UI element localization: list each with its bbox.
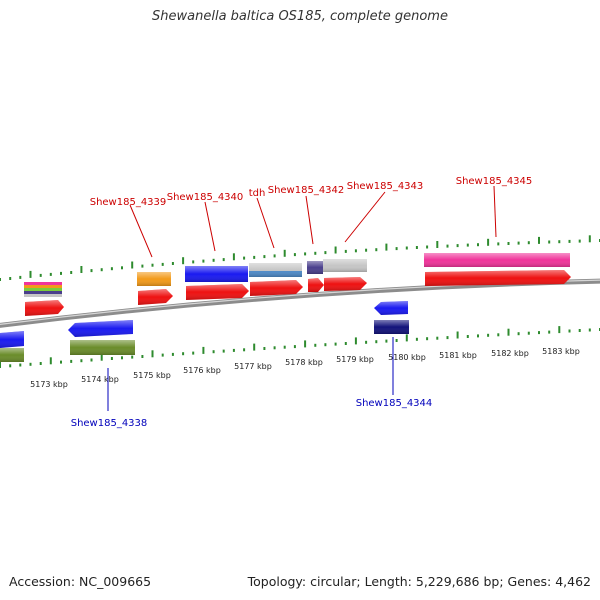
- kbp-label: 5178 kbp: [285, 358, 323, 367]
- leader-shew185-4339: [129, 204, 153, 258]
- forward-gene-track: [24, 253, 571, 316]
- gene-labels: Shew185_4339 Shew185_4340 tdh Shew185_43…: [71, 176, 533, 429]
- leader-shew185-4343: [344, 191, 386, 243]
- label-tdh: tdh: [249, 188, 266, 199]
- leader-tdh: [256, 197, 275, 249]
- kbp-label: 5183 kbp: [542, 347, 580, 356]
- label-shew185-4338: Shew185_4338: [71, 418, 148, 429]
- label-leaders: [107, 185, 497, 411]
- reverse-gene-track: [0, 301, 409, 362]
- leader-shew185-4342: [305, 195, 314, 245]
- label-shew185-4345: Shew185_4345: [456, 176, 533, 187]
- kbp-label: 5181 kbp: [439, 351, 477, 360]
- label-shew185-4343: Shew185_4343: [347, 181, 424, 192]
- label-shew185-4340: Shew185_4340: [167, 192, 244, 203]
- leader-shew185-4345: [493, 185, 497, 238]
- label-shew185-4342: Shew185_4342: [268, 185, 345, 196]
- kbp-label: 5173 kbp: [30, 380, 68, 389]
- gene-multicolor[interactable]: [24, 282, 62, 297]
- kbp-scale: 5173 kbp 5174 kbp 5175 kbp 5176 kbp 5177…: [30, 347, 580, 389]
- kbp-label: 5177 kbp: [234, 362, 272, 371]
- outer-tick-ring: [0, 235, 600, 281]
- map-title: Shewanella baltica OS185, complete genom…: [152, 9, 448, 24]
- kbp-label: 5182 kbp: [491, 349, 529, 358]
- genome-summary-text: Topology: circular; Length: 5,229,686 bp…: [247, 574, 591, 589]
- inner-tick-ring: [0, 326, 600, 368]
- kbp-label: 5175 kbp: [133, 371, 171, 380]
- kbp-label: 5179 kbp: [336, 355, 374, 364]
- label-shew185-4339: Shew185_4339: [90, 197, 167, 208]
- kbp-label: 5174 kbp: [81, 375, 119, 384]
- leader-shew185-4340: [204, 201, 216, 252]
- kbp-label: 5176 kbp: [183, 366, 221, 375]
- accession-text: Accession: NC_009665: [9, 574, 152, 589]
- kbp-label: 5180 kbp: [388, 353, 426, 362]
- label-shew185-4344: Shew185_4344: [356, 398, 433, 409]
